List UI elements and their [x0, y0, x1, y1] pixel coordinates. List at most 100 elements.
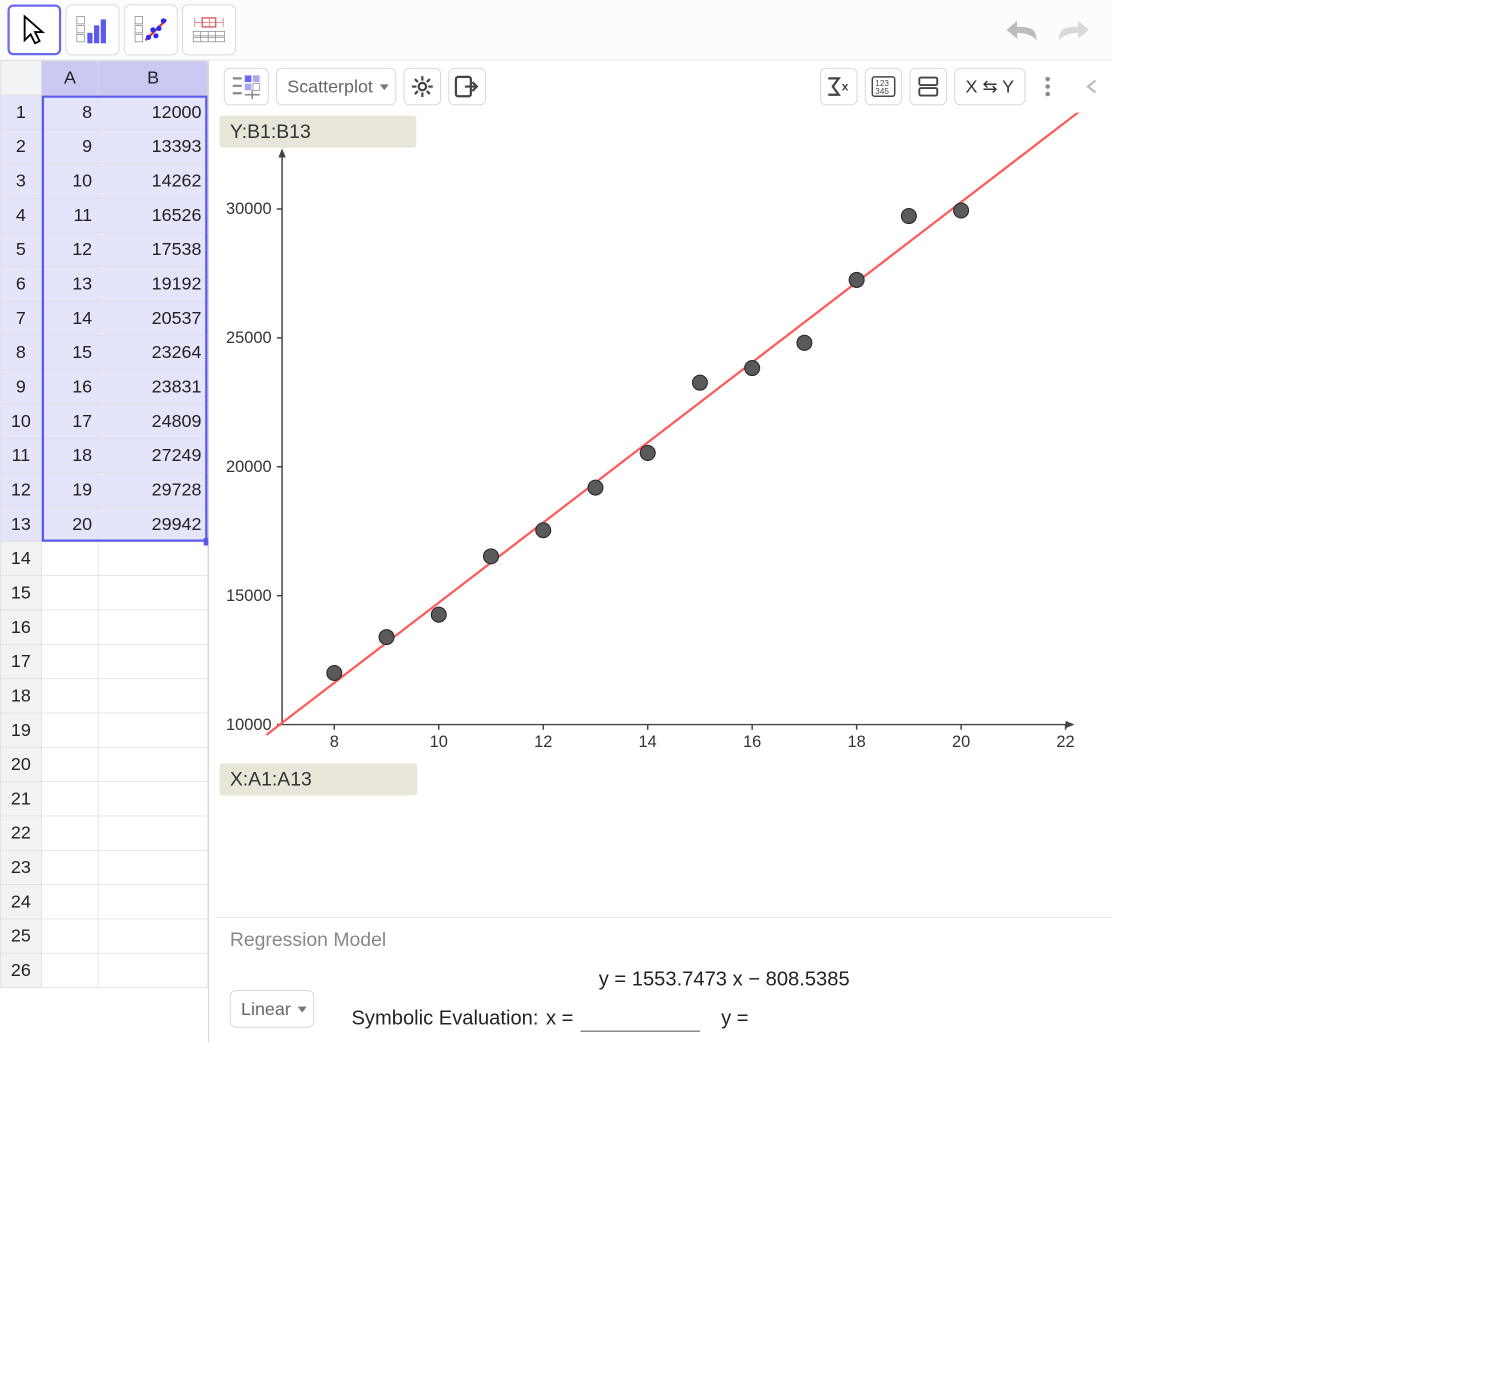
row-header[interactable]: 14 [0, 541, 41, 575]
x-range-badge[interactable]: X:A1:A13 [219, 763, 417, 795]
cell[interactable]: 19192 [98, 267, 207, 301]
export-button[interactable] [448, 68, 485, 105]
cell[interactable] [98, 782, 207, 816]
undo-button[interactable] [1000, 11, 1045, 48]
cell[interactable] [41, 747, 98, 781]
cell[interactable]: 10 [41, 164, 98, 198]
pointer-tool[interactable] [7, 4, 61, 55]
col-header[interactable]: A [41, 61, 98, 95]
cell[interactable]: 27249 [98, 438, 207, 472]
row-header[interactable]: 24 [0, 885, 41, 919]
cell[interactable]: 9 [41, 129, 98, 163]
cell[interactable] [41, 782, 98, 816]
row-header[interactable]: 10 [0, 404, 41, 438]
redo-button[interactable] [1051, 11, 1096, 48]
row-header[interactable]: 19 [0, 713, 41, 747]
cell[interactable]: 11 [41, 198, 98, 232]
cell[interactable]: 12 [41, 232, 98, 266]
cell[interactable]: 15 [41, 335, 98, 369]
cell[interactable]: 24809 [98, 404, 207, 438]
cell[interactable] [98, 816, 207, 850]
row-header[interactable]: 17 [0, 644, 41, 678]
cell[interactable]: 20 [41, 507, 98, 541]
sum-button[interactable]: x [820, 68, 857, 105]
boxplot-tool[interactable] [182, 4, 236, 55]
cell[interactable] [98, 610, 207, 644]
row-header[interactable]: 20 [0, 747, 41, 781]
layout-button[interactable] [910, 68, 947, 105]
col-header[interactable]: B [98, 61, 207, 95]
row-header[interactable]: 3 [0, 164, 41, 198]
cell[interactable] [98, 541, 207, 575]
cell[interactable]: 14262 [98, 164, 207, 198]
cell[interactable] [98, 679, 207, 713]
row-header[interactable]: 25 [0, 919, 41, 953]
row-header[interactable]: 5 [0, 232, 41, 266]
cell[interactable] [98, 713, 207, 747]
cell[interactable] [41, 713, 98, 747]
bar-chart-tool[interactable] [66, 4, 120, 55]
cell[interactable] [98, 919, 207, 953]
row-header[interactable]: 2 [0, 129, 41, 163]
row-header[interactable]: 8 [0, 335, 41, 369]
cell[interactable] [41, 679, 98, 713]
cell[interactable]: 20537 [98, 301, 207, 335]
swap-xy-button[interactable]: X ⇆ Y [954, 68, 1025, 105]
cell[interactable]: 29942 [98, 507, 207, 541]
cell[interactable]: 16 [41, 370, 98, 404]
row-header[interactable]: 12 [0, 473, 41, 507]
cell[interactable] [98, 747, 207, 781]
spreadsheet[interactable]: AB18120002913393310142624111652651217538… [0, 60, 209, 1042]
cell[interactable] [41, 541, 98, 575]
row-header[interactable]: 7 [0, 301, 41, 335]
row-select-icon[interactable] [224, 68, 269, 105]
numbers-button[interactable]: 123345 [865, 68, 902, 105]
row-header[interactable]: 1 [0, 95, 41, 129]
regression-type-select[interactable]: Linear [230, 990, 314, 1027]
row-header[interactable]: 6 [0, 267, 41, 301]
row-header[interactable]: 18 [0, 679, 41, 713]
cell[interactable]: 12000 [98, 95, 207, 129]
row-header[interactable]: 11 [0, 438, 41, 472]
cell[interactable]: 23264 [98, 335, 207, 369]
cell[interactable]: 17 [41, 404, 98, 438]
cell[interactable]: 16526 [98, 198, 207, 232]
row-header[interactable]: 21 [0, 782, 41, 816]
cell[interactable]: 17538 [98, 232, 207, 266]
more-menu[interactable] [1033, 68, 1063, 105]
cell[interactable]: 19 [41, 473, 98, 507]
settings-button[interactable] [404, 68, 441, 105]
cell[interactable] [98, 576, 207, 610]
row-header[interactable]: 9 [0, 370, 41, 404]
cell[interactable] [41, 610, 98, 644]
row-header[interactable]: 4 [0, 198, 41, 232]
cell[interactable] [41, 953, 98, 987]
cell[interactable] [41, 576, 98, 610]
cell[interactable] [41, 919, 98, 953]
cell[interactable] [41, 816, 98, 850]
cell[interactable] [41, 850, 98, 884]
cell[interactable] [98, 850, 207, 884]
cell[interactable]: 13 [41, 267, 98, 301]
cell[interactable] [98, 644, 207, 678]
cell[interactable]: 13393 [98, 129, 207, 163]
scatter-tool[interactable] [124, 4, 178, 55]
cell[interactable]: 23831 [98, 370, 207, 404]
collapse-panel[interactable] [1080, 75, 1102, 97]
cell[interactable]: 8 [41, 95, 98, 129]
cell[interactable] [41, 644, 98, 678]
row-header[interactable]: 13 [0, 507, 41, 541]
cell[interactable]: 29728 [98, 473, 207, 507]
chart-type-select[interactable]: Scatterplot [276, 68, 396, 105]
row-header[interactable]: 26 [0, 953, 41, 987]
cell[interactable] [41, 885, 98, 919]
row-header[interactable]: 22 [0, 816, 41, 850]
row-header[interactable]: 15 [0, 576, 41, 610]
cell[interactable]: 14 [41, 301, 98, 335]
cell[interactable] [98, 953, 207, 987]
cell[interactable] [98, 885, 207, 919]
cell[interactable]: 18 [41, 438, 98, 472]
row-header[interactable]: 23 [0, 850, 41, 884]
row-header[interactable]: 16 [0, 610, 41, 644]
x-input[interactable] [581, 1004, 700, 1032]
